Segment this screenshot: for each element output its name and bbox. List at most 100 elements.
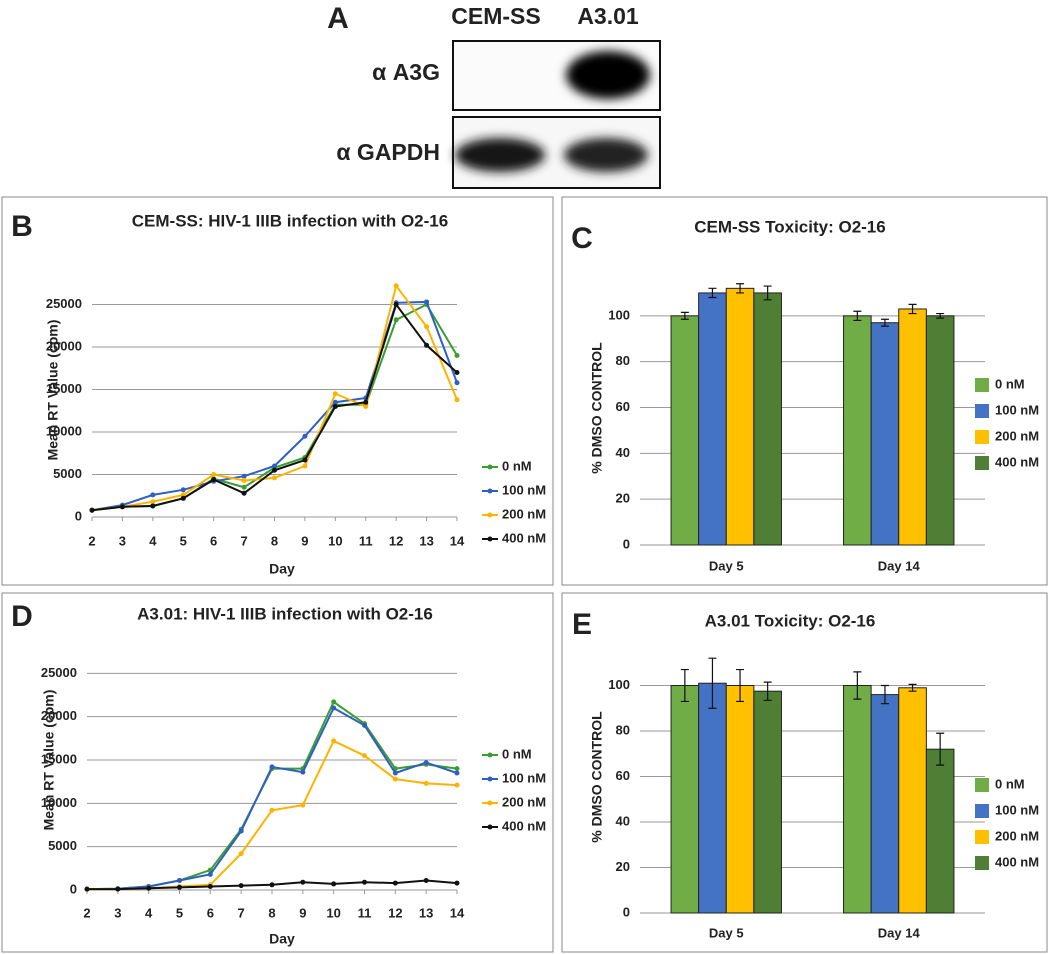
point: [302, 433, 308, 439]
legend-swatch: [975, 830, 989, 844]
bar: [670, 315, 700, 546]
legend-swatch: [975, 778, 989, 792]
point: [454, 766, 460, 772]
x-tick-label: 4: [145, 905, 153, 920]
point: [207, 884, 213, 890]
point: [331, 881, 337, 887]
bar: [670, 685, 700, 914]
x-tick-label: 3: [119, 533, 126, 548]
x-tick-label: 8: [268, 905, 275, 920]
x-tick-label: 10: [328, 533, 342, 548]
x-tick-label: 13: [419, 905, 433, 920]
y-tick-label: 0: [623, 536, 630, 551]
chart-title: CEM-SS: HIV-1 IIIB infection with O2-16: [132, 211, 448, 230]
x-tick-label: 9: [301, 533, 308, 548]
point: [241, 473, 247, 479]
bar: [725, 287, 755, 546]
error-bar: [708, 657, 717, 709]
error-bar: [908, 683, 917, 692]
point: [423, 780, 429, 786]
band: [455, 138, 545, 172]
point: [150, 499, 156, 505]
panel-label: E: [572, 608, 592, 641]
y-tick-label: 20: [616, 859, 630, 874]
x-tick-label: 9: [299, 905, 306, 920]
point: [119, 504, 125, 510]
point: [362, 879, 367, 885]
point: [424, 342, 430, 348]
x-tick-label: Day 14: [878, 558, 921, 573]
error-bar: [936, 312, 945, 319]
x-tick-label: 10: [326, 905, 340, 920]
row-label: α A3G: [372, 59, 440, 85]
bar: [843, 685, 872, 914]
legend-marker: [487, 800, 493, 806]
y-tick-label: 20: [616, 491, 630, 506]
error-bar: [853, 310, 862, 322]
series-line: [86, 700, 458, 891]
point: [393, 283, 399, 289]
point: [424, 324, 430, 330]
panel-label: C: [571, 222, 593, 255]
point: [332, 391, 338, 397]
point: [454, 353, 460, 358]
y-tick-label: 0: [75, 508, 82, 523]
y-tick-label: 15000: [41, 751, 77, 766]
y-tick-label: 5000: [53, 466, 82, 481]
bar: [725, 685, 755, 914]
legend-label: 100 nM: [995, 802, 1039, 817]
error-bar: [853, 671, 862, 700]
y-tick-label: 25000: [46, 296, 82, 311]
point: [454, 770, 460, 776]
legend-swatch: [975, 404, 989, 418]
point: [393, 302, 399, 307]
point: [180, 487, 186, 493]
legend-label: 100 nM: [995, 402, 1039, 417]
x-tick-label: 14: [450, 533, 465, 548]
legend-label: 200 nM: [995, 828, 1039, 843]
bar: [753, 292, 782, 546]
legend-swatch: [975, 430, 989, 444]
x-tick-label: 5: [180, 533, 187, 548]
point: [177, 877, 182, 883]
point: [180, 495, 186, 501]
point: [241, 484, 247, 490]
point: [332, 399, 338, 405]
y-axis-label: % DMSO CONTROL: [589, 342, 605, 474]
x-tick-label: 5: [176, 905, 183, 920]
y-axis-label: % DMSO CONTROL: [589, 711, 605, 843]
error-bar: [736, 283, 745, 294]
point: [272, 467, 277, 473]
point: [238, 828, 244, 834]
point: [241, 477, 247, 483]
bar: [698, 292, 727, 546]
x-tick-label: Day 5: [709, 558, 744, 573]
y-axis-label: Mean RT Value (cpm): [45, 320, 61, 461]
point: [269, 764, 275, 770]
point: [302, 457, 308, 463]
x-tick-label: 13: [419, 533, 433, 548]
y-tick-label: 5000: [48, 838, 77, 853]
point: [269, 807, 275, 813]
bar: [753, 690, 782, 914]
legend-swatch: [975, 856, 989, 870]
legend-label: 0 nM: [502, 458, 532, 473]
legend-label: 400 nM: [502, 530, 546, 545]
point: [150, 503, 156, 509]
legend-label: 200 nM: [502, 794, 546, 809]
point: [272, 475, 277, 481]
y-tick-label: 60: [616, 768, 630, 783]
legend-marker: [487, 776, 493, 782]
y-tick-label: 25000: [41, 665, 77, 680]
band: [566, 51, 650, 99]
legend-swatch: [975, 804, 989, 818]
x-tick-label: 7: [240, 533, 247, 548]
y-tick-label: 20000: [41, 708, 77, 723]
row-label: α GAPDH: [336, 139, 440, 165]
error-bar: [736, 668, 745, 703]
error-bar: [680, 668, 689, 703]
point: [84, 886, 90, 892]
legend-marker: [487, 488, 493, 494]
x-tick-label: 2: [83, 905, 90, 920]
